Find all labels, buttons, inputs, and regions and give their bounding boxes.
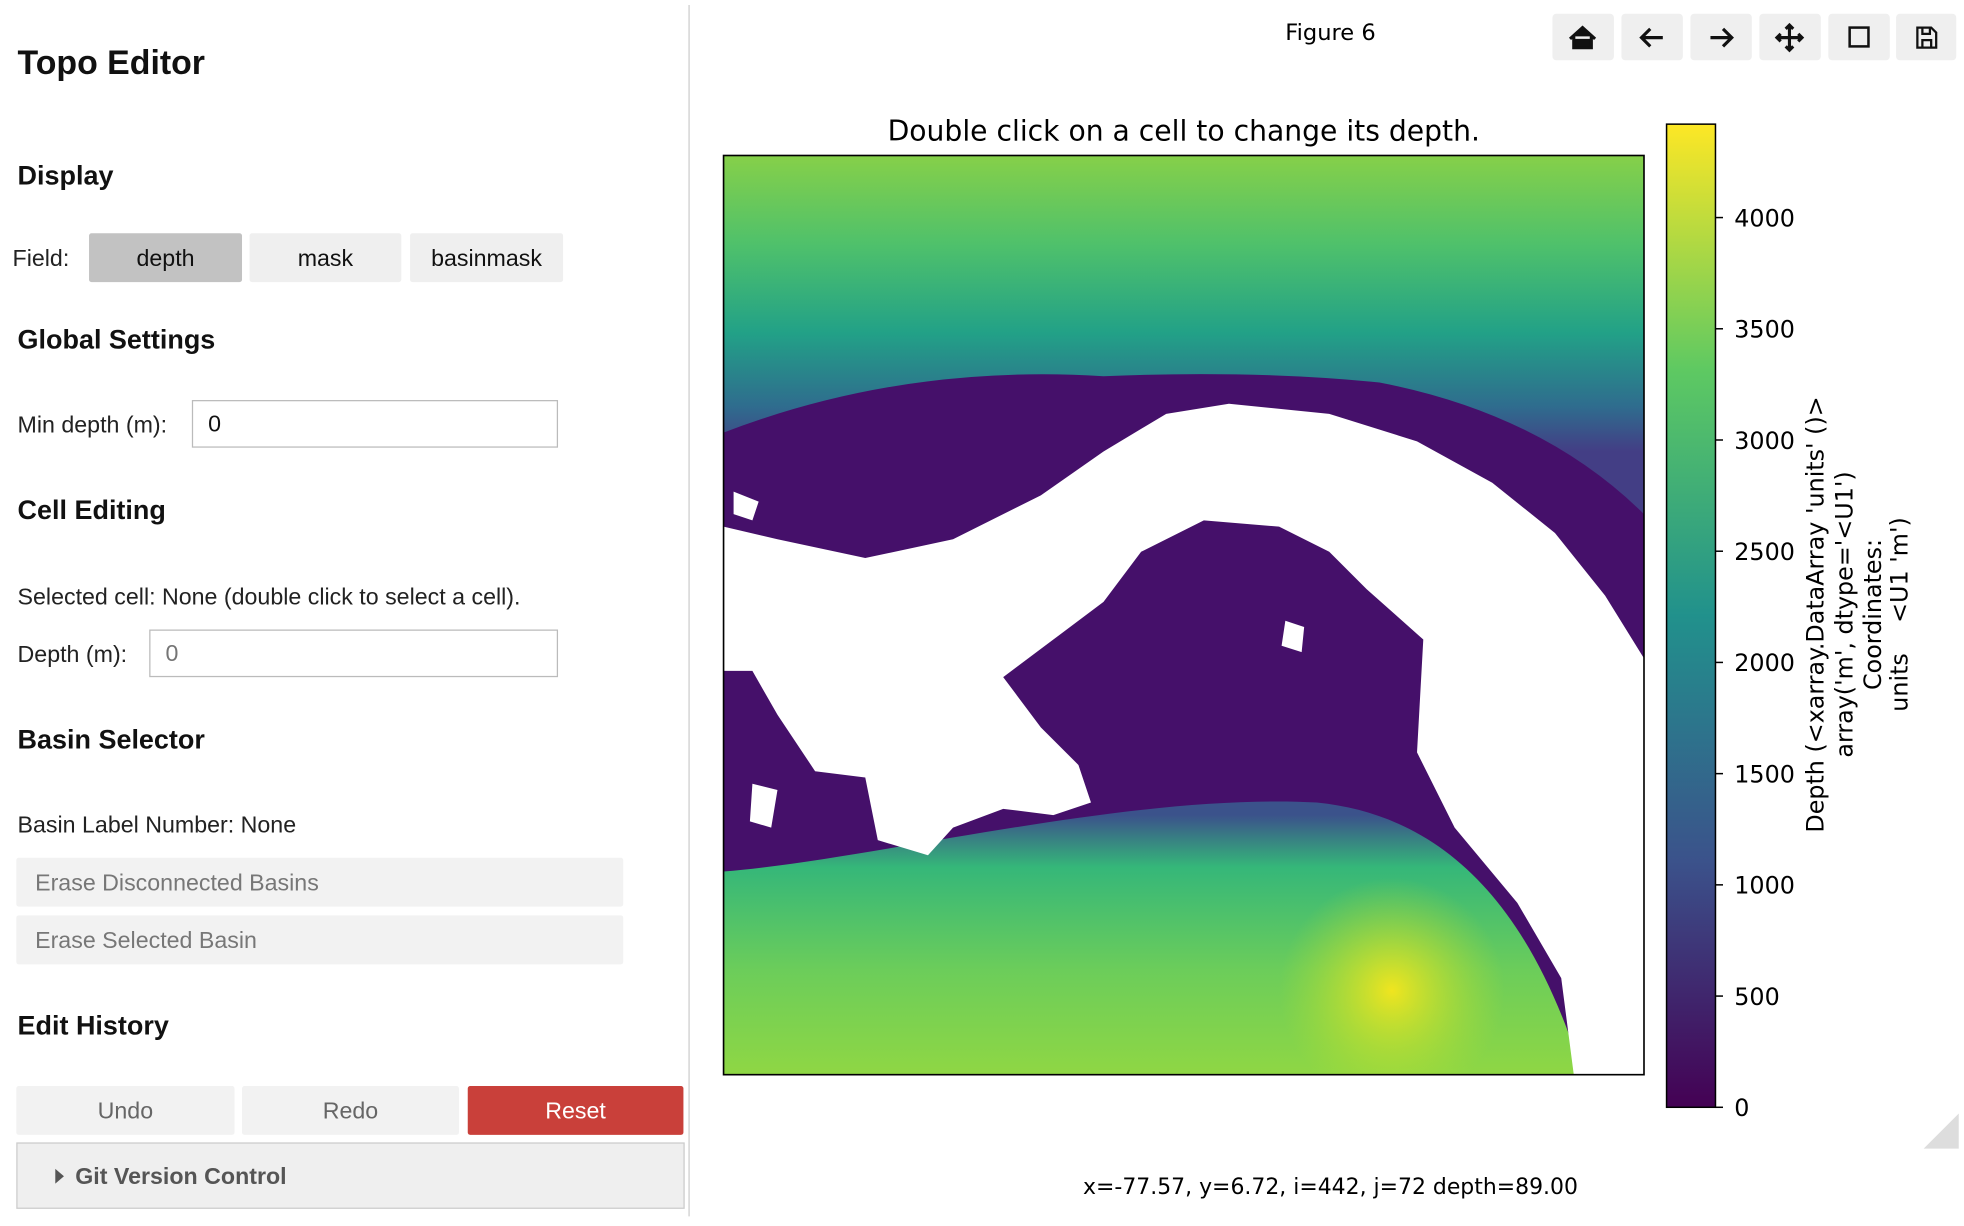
field-button[interactable]: basinmask <box>410 233 564 283</box>
colorbar-tick-label: 0 <box>1734 1094 1749 1122</box>
pan-icon <box>1774 22 1805 53</box>
colorbar-label-line: Depth (<xarray.DataArray 'units' ()> <box>1802 396 1830 832</box>
zoom-icon <box>1848 26 1870 48</box>
colorbar <box>1665 123 1717 1109</box>
field-button[interactable]: depth <box>89 233 243 283</box>
save-icon <box>1916 26 1938 49</box>
git-panel[interactable]: Git Version Control <box>16 1142 685 1209</box>
colorbar-label-line: array('m', dtype='<U1') <box>1830 471 1858 757</box>
basin-label: Basin Label Number: None <box>17 811 297 838</box>
colorbar-label: Depth (<xarray.DataArray 'units' ()> arra… <box>1802 396 1914 832</box>
zoom-button[interactable] <box>1828 13 1890 61</box>
git-summary: Git Version Control <box>75 1162 287 1189</box>
colorbar-label-line: units <U1 'm') <box>1886 517 1914 712</box>
field-label: Field: <box>12 244 70 271</box>
reset-button[interactable]: Reset <box>467 1085 684 1135</box>
colorbar-tick-label: 4000 <box>1734 204 1795 232</box>
redo-button[interactable]: Redo <box>242 1085 459 1135</box>
min-depth-input[interactable] <box>191 400 559 448</box>
resize-handle[interactable] <box>1923 1113 1959 1149</box>
forward-icon <box>1710 27 1734 48</box>
heatmap <box>723 155 1644 1075</box>
section-heading: Global Settings <box>17 324 216 355</box>
divider <box>688 5 690 1217</box>
erase-button[interactable]: Erase Disconnected Basins <box>16 857 624 907</box>
window-title: Figure 6 <box>1285 20 1375 46</box>
status-text: x=-77.57, y=6.72, i=442, j=72 depth=89.0… <box>1083 1175 1578 1200</box>
home-icon <box>1568 25 1597 50</box>
colorbar-tick-label: 2000 <box>1734 649 1795 677</box>
erase-button[interactable]: Erase Selected Basin <box>16 915 624 965</box>
section-heading: Cell Editing <box>17 495 166 526</box>
back-icon <box>1639 27 1663 48</box>
colorbar-ticks: 0 500 1000 1500 2000 2500 3000 3500 4000 <box>1715 204 1795 1122</box>
selected-cell-text: Selected cell: None (double click to sel… <box>17 583 521 610</box>
undo-button[interactable]: Undo <box>16 1085 235 1135</box>
figure: Figure 6 Double click on a cell to chang… <box>722 13 1959 1200</box>
input-label: Depth (m): <box>17 640 128 668</box>
colorbar-label-line: Coordinates: <box>1859 539 1887 690</box>
save-button[interactable] <box>1896 13 1957 61</box>
home-button[interactable] <box>1552 13 1614 61</box>
section-heading: Edit History <box>17 1010 169 1041</box>
depth-input[interactable] <box>149 629 559 678</box>
field-button[interactable]: mask <box>249 233 402 283</box>
colorbar-tick-label: 1000 <box>1734 872 1795 900</box>
colorbar-tick-label: 3000 <box>1734 427 1795 455</box>
plot-title: Double click on a cell to change its dep… <box>888 114 1480 147</box>
colorbar-tick-label: 2500 <box>1734 538 1795 566</box>
toolbar <box>1552 13 1957 61</box>
input-label: Min depth (m): <box>17 411 168 438</box>
axes-frame <box>722 154 1645 1076</box>
section-heading: Basin Selector <box>17 724 205 755</box>
section-heading: Display <box>17 160 114 191</box>
disclosure-arrow <box>55 1168 64 1184</box>
colorbar-tick-label: 1500 <box>1734 760 1795 788</box>
app-title: Topo Editor <box>17 43 205 82</box>
colorbar-tick-label: 3500 <box>1734 316 1795 344</box>
colorbar-tick-label: 500 <box>1734 983 1779 1011</box>
